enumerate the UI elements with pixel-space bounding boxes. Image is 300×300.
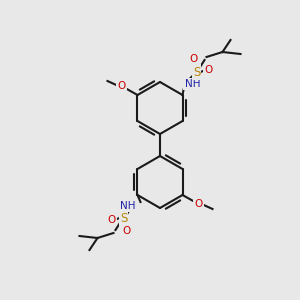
- Text: O: O: [194, 199, 202, 209]
- Text: NH: NH: [120, 201, 136, 211]
- Text: O: O: [204, 65, 213, 75]
- Text: S: S: [193, 65, 200, 79]
- Text: O: O: [189, 54, 198, 64]
- Text: O: O: [107, 215, 116, 225]
- Text: NH: NH: [184, 79, 200, 89]
- Text: O: O: [117, 81, 126, 91]
- Text: O: O: [122, 226, 130, 236]
- Text: S: S: [120, 212, 127, 224]
